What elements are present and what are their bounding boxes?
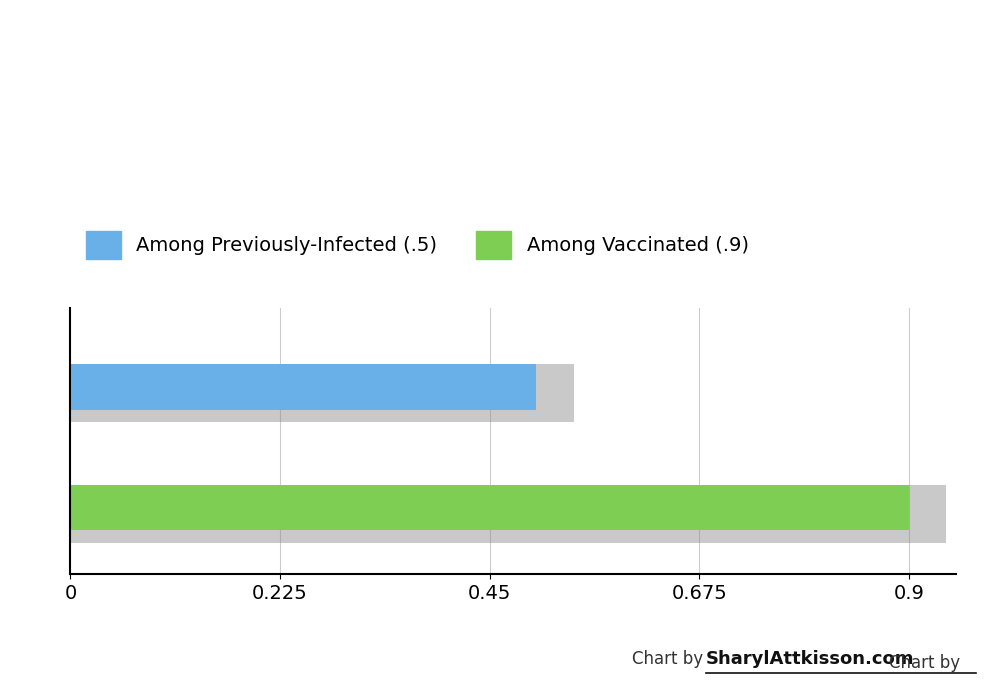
Bar [70,363,536,410]
Bar [70,484,947,542]
Legend: Among Previously-Infected (.5), Among Vaccinated (.9): Among Previously-Infected (.5), Among Va… [78,223,757,267]
Bar [70,484,909,531]
Text: Chart by: Chart by [889,654,966,672]
Text: Israel Study: Israel Study [428,143,578,163]
Bar [70,363,573,421]
Text: Covid Severe Cases: Covid Severe Cases [274,78,732,120]
Text: Chart by: Chart by [632,650,708,668]
Text: SharylAttkisson.com: SharylAttkisson.com [706,650,914,668]
